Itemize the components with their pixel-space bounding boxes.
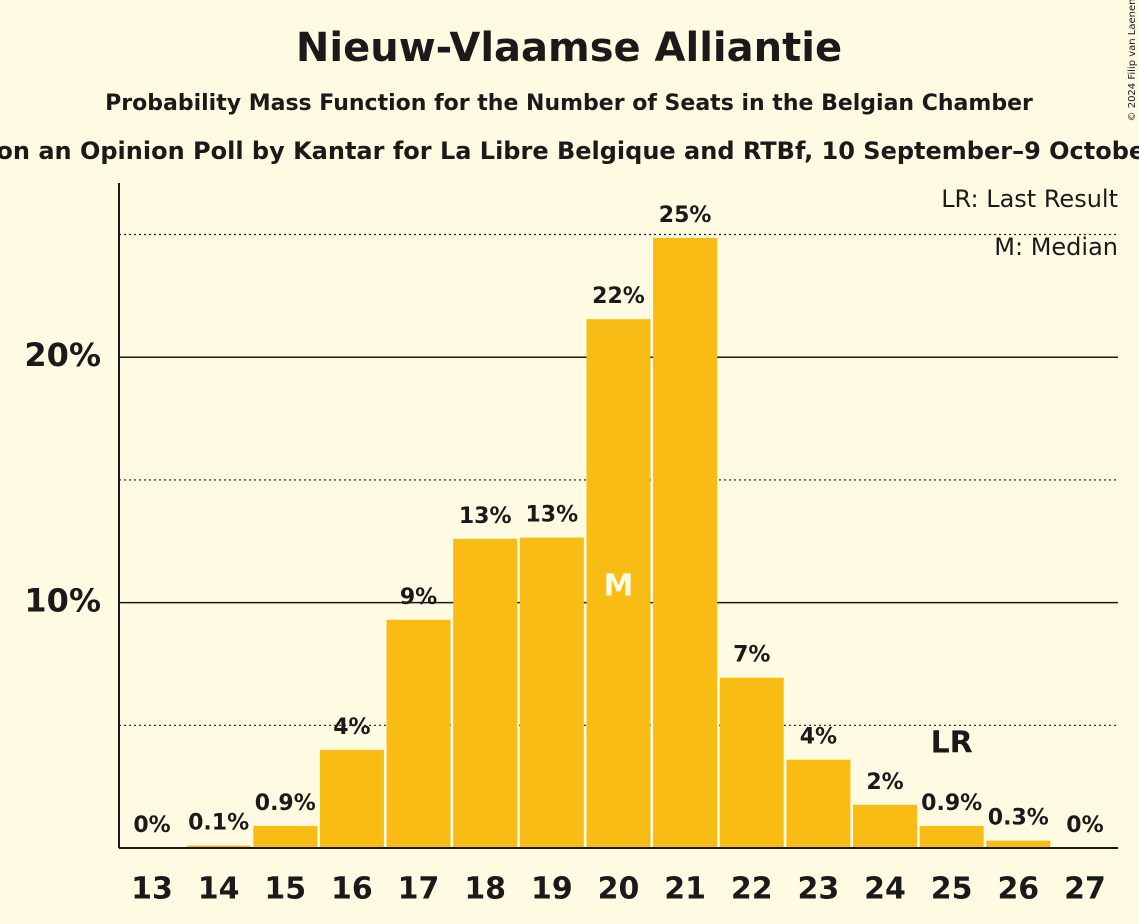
- value-label: 0.9%: [921, 791, 982, 816]
- value-label: 4%: [333, 715, 370, 740]
- y-tick-label: 20%: [24, 336, 101, 374]
- median-marker: M: [604, 569, 634, 604]
- value-label: 2%: [866, 770, 903, 795]
- bar: [453, 538, 518, 848]
- value-label: 0.9%: [255, 791, 316, 816]
- value-label: 7%: [733, 643, 770, 668]
- x-tick-label: 19: [531, 872, 573, 907]
- x-tick-label: 18: [464, 872, 506, 907]
- value-label: 4%: [800, 725, 837, 750]
- bar: [186, 845, 251, 848]
- last-result-marker: LR: [931, 725, 973, 760]
- x-tick-label: 23: [798, 872, 840, 907]
- bar: [519, 537, 584, 848]
- value-label: 9%: [400, 585, 437, 610]
- copyright: © 2024 Filip van Laenen: [1127, 0, 1138, 121]
- bar: [786, 759, 851, 848]
- chart-title: Nieuw-Vlaamse Alliantie: [296, 25, 842, 71]
- x-tick-label: 22: [731, 872, 773, 907]
- y-tick-label: 10%: [24, 582, 101, 620]
- value-label: 0%: [133, 813, 170, 838]
- bar: [853, 804, 918, 848]
- bar: [319, 749, 384, 848]
- bar: [986, 840, 1051, 848]
- x-tick-label: 27: [1064, 872, 1106, 907]
- value-label: 22%: [592, 284, 645, 309]
- value-label: 13%: [526, 503, 579, 528]
- bar: [919, 825, 984, 848]
- chart-subtitle: Probability Mass Function for the Number…: [105, 91, 1033, 116]
- x-tick-label: 25: [931, 872, 973, 907]
- value-label: 0%: [1066, 813, 1103, 838]
- bar: [386, 619, 451, 848]
- x-tick-label: 24: [864, 872, 906, 907]
- value-label: 0.1%: [188, 811, 249, 836]
- bar: [653, 237, 718, 848]
- source-note: Based on an Opinion Poll by Kantar for L…: [0, 137, 1139, 165]
- x-tick-label: 13: [131, 872, 173, 907]
- x-tick-label: 20: [598, 872, 640, 907]
- x-tick-label: 14: [198, 872, 240, 907]
- value-label: 13%: [459, 504, 512, 529]
- legend-entry: M: Median: [994, 233, 1118, 261]
- value-label: 0.3%: [988, 806, 1049, 831]
- x-tick-label: 15: [264, 872, 306, 907]
- value-label: 25%: [659, 203, 712, 228]
- bar: [586, 319, 651, 848]
- x-tick-label: 21: [664, 872, 706, 907]
- legend-entry: LR: Last Result: [941, 185, 1118, 213]
- x-tick-label: 17: [398, 872, 440, 907]
- bar: [253, 825, 318, 848]
- x-tick-label: 26: [997, 872, 1039, 907]
- bar: [719, 677, 784, 848]
- x-tick-label: 16: [331, 872, 373, 907]
